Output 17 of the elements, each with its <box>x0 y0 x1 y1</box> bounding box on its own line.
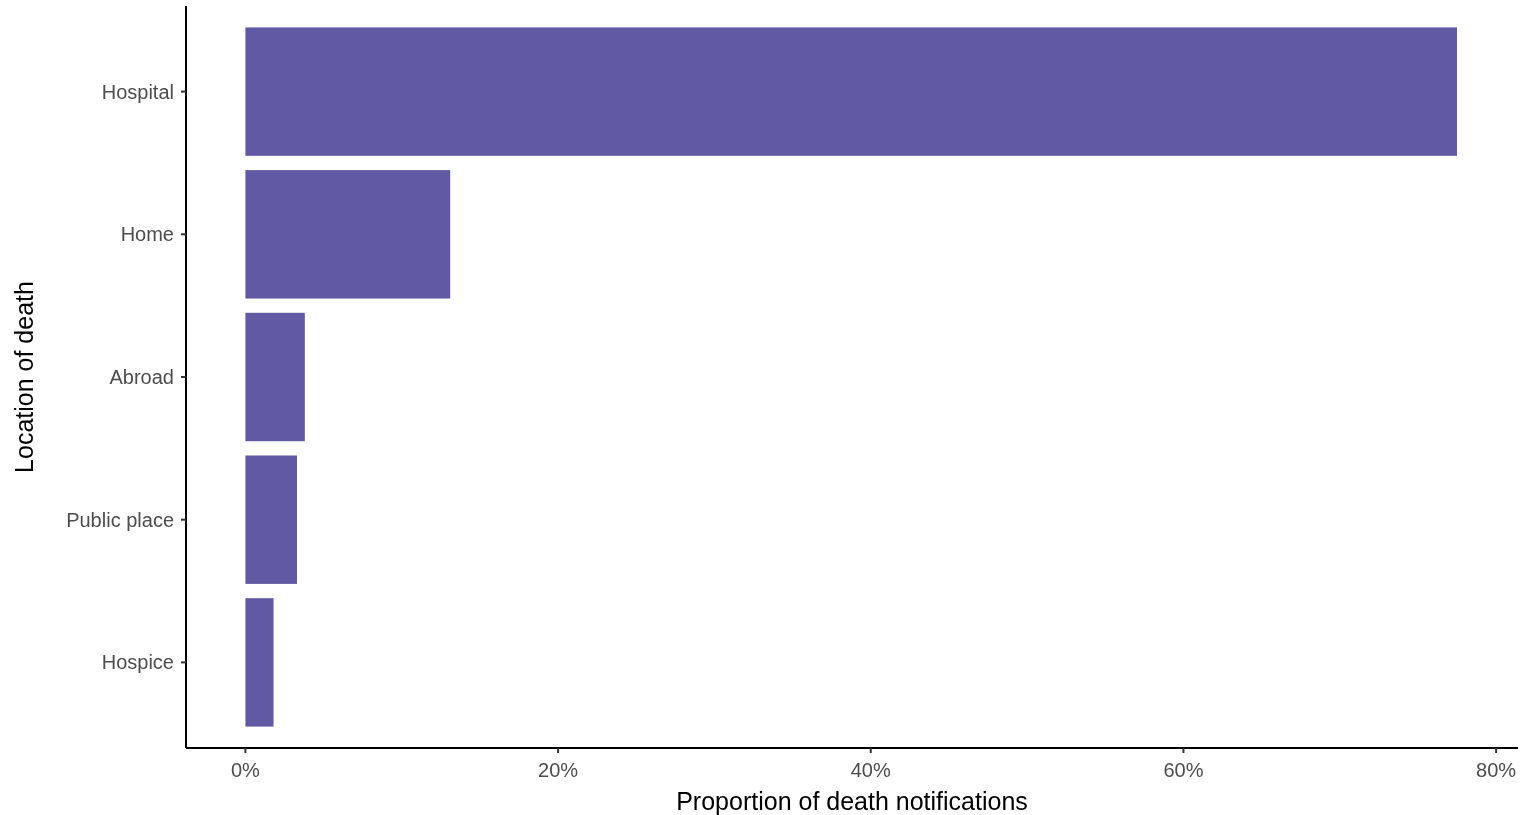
y-tick-label: Hospital <box>101 80 174 103</box>
y-axis-title: Location of death <box>10 281 38 473</box>
x-axis-title: Proportion of death notifications <box>676 787 1028 815</box>
y-tick-label: Home <box>120 223 174 246</box>
x-tick-label: 40% <box>850 759 891 781</box>
bar <box>245 455 297 584</box>
bar <box>245 27 1458 156</box>
x-tick-label: 60% <box>1163 759 1204 781</box>
x-tick-label: 20% <box>538 759 579 781</box>
x-tick-label: 80% <box>1476 759 1517 781</box>
y-tick-label: Abroad <box>109 366 174 388</box>
bar <box>245 312 305 442</box>
y-tick-label: Public place <box>66 508 174 531</box>
bar <box>245 170 451 299</box>
x-tick-label: 0% <box>230 759 261 781</box>
y-tick-label: Hospice <box>101 651 174 674</box>
bar <box>245 598 274 727</box>
